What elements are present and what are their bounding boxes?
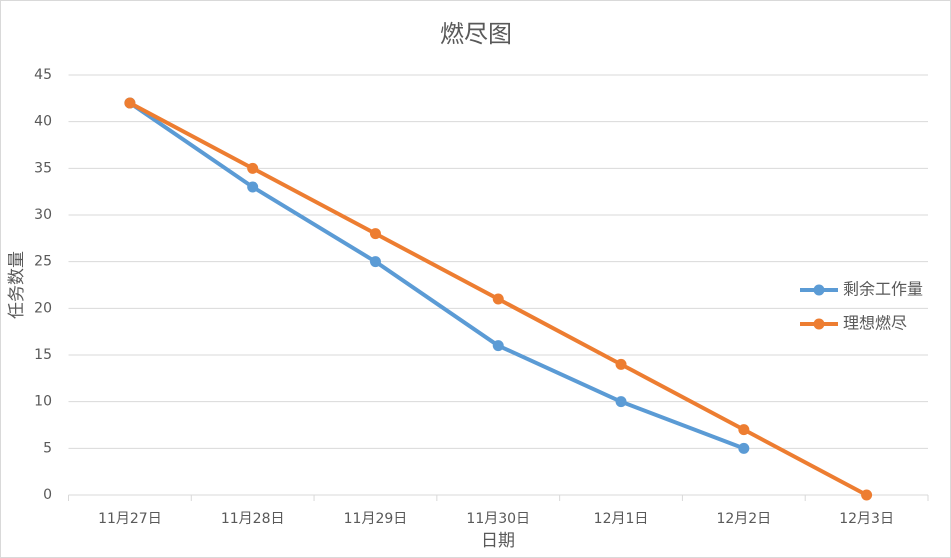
data-point	[369, 228, 381, 240]
y-tick-label: 5	[43, 440, 52, 456]
chart-title: 燃尽图	[440, 20, 512, 48]
y-tick-label: 45	[34, 67, 52, 83]
data-point	[861, 489, 873, 501]
y-tick-label: 35	[34, 160, 52, 176]
data-point	[738, 442, 750, 454]
y-tick-label: 10	[34, 394, 52, 410]
legend-marker	[813, 284, 825, 296]
legend-label: 理想燃尽	[843, 314, 907, 333]
data-point	[615, 358, 627, 370]
x-tick-label: 11月27日	[98, 511, 162, 527]
data-point	[369, 256, 381, 268]
y-tick-label: 20	[34, 300, 52, 316]
data-point	[492, 340, 504, 352]
data-point	[492, 293, 504, 305]
data-point	[247, 181, 259, 193]
y-tick-label: 25	[34, 254, 52, 270]
legend-marker	[813, 318, 825, 330]
legend-label: 剩余工作量	[843, 280, 923, 299]
data-point	[247, 162, 259, 174]
data-point	[738, 424, 750, 436]
y-tick-label: 0	[43, 487, 52, 503]
y-tick-label: 40	[34, 114, 52, 130]
y-tick-label: 15	[34, 347, 52, 363]
data-point	[615, 396, 627, 408]
series-line	[127, 101, 746, 451]
x-axis-label: 日期	[481, 531, 515, 551]
x-tick-label: 12月3日	[839, 511, 894, 527]
data-point	[124, 97, 136, 109]
x-tick-label: 11月30日	[466, 511, 530, 527]
x-tick-label: 12月1日	[594, 511, 649, 527]
x-tick-label: 11月28日	[221, 511, 285, 527]
y-tick-label: 30	[34, 207, 52, 223]
y-axis-label: 任务数量	[7, 251, 27, 319]
x-tick-label: 11月29日	[344, 511, 408, 527]
x-tick-label: 12月2日	[716, 511, 771, 527]
